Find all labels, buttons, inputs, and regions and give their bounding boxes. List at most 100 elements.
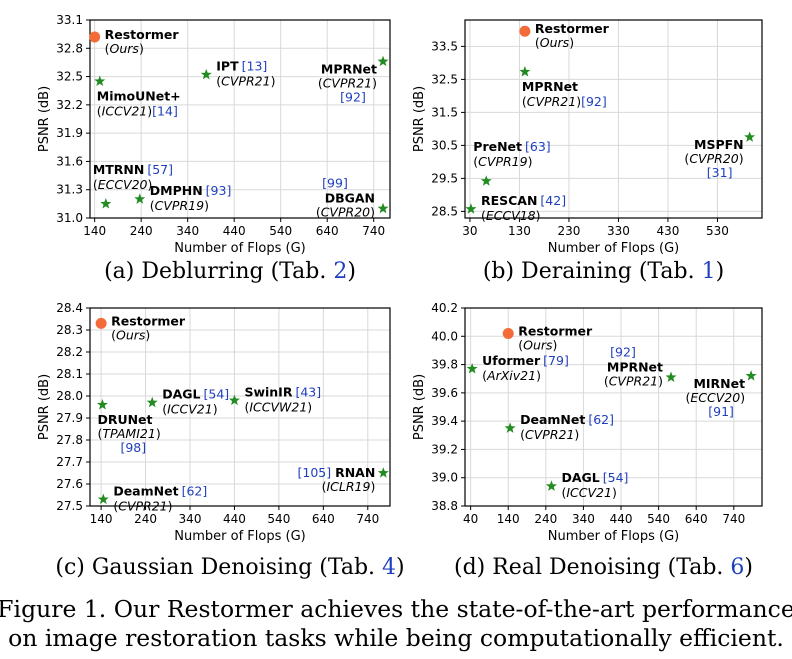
caption-prefix: (b) Deraining (Tab.: [483, 259, 702, 284]
paren: ): [271, 74, 276, 89]
x-tick-label: 130: [508, 224, 531, 238]
y-tick-label: 39.6: [431, 386, 458, 400]
point-label-restormer: Restormer(Ours): [111, 313, 186, 342]
point-label-mprnet: [92]MPRNet(CVPR21): [604, 344, 663, 388]
figure-caption-line-1: Figure 1. Our Restormer achieves the sta…: [0, 595, 792, 623]
x-tick-label: 40: [463, 512, 478, 526]
venue: ECCV18: [486, 208, 536, 223]
ours-point: [89, 31, 101, 43]
venue: CVPR21: [118, 498, 167, 513]
paren: ): [372, 75, 377, 90]
y-tick-label: 39.0: [431, 471, 458, 485]
y-tick-label: 40.2: [431, 301, 458, 315]
method-point: [200, 68, 212, 80]
point-cite: [62]: [182, 483, 208, 498]
point-label-mtrnn: MTRNN [57](ECCV20): [93, 162, 173, 192]
method-name: DAGL: [162, 387, 200, 402]
y-tick-label: 28.5: [431, 204, 458, 218]
y-tick-label: 28.4: [56, 301, 83, 315]
x-tick-label: 140: [497, 512, 520, 526]
caption-prefix: (a) Deblurring (Tab.: [104, 259, 333, 284]
point-name: SwinIR [43]: [244, 384, 321, 399]
method-point: [377, 202, 389, 214]
method-point: [96, 399, 108, 410]
subplot-caption: (d) Real Denoising (Tab. 6): [454, 555, 753, 580]
paren: (: [561, 485, 566, 500]
point-label-dagl: DAGL [54](ICCV21): [561, 470, 628, 500]
y-tick-label: 30.5: [431, 138, 458, 152]
point-venue: (ECCV20): [686, 390, 746, 405]
y-tick-label: 27.8: [56, 433, 83, 447]
x-tick-label: 230: [557, 224, 580, 238]
paren: (: [97, 426, 102, 441]
method-point: [504, 422, 516, 433]
point-label-mirnet: MIRNet(ECCV20)[91]: [686, 376, 746, 419]
point-name: Uformer [79]: [482, 353, 569, 368]
point-name: IPT [13]: [216, 59, 267, 74]
venue: CVPR19: [478, 154, 527, 169]
paren: (: [482, 368, 487, 383]
point-name: DAGL [54]: [162, 387, 229, 402]
y-axis-label: PSNR (dB): [412, 374, 427, 440]
x-tick-label: 740: [356, 512, 379, 526]
paren: (: [535, 35, 540, 50]
method-point: [519, 66, 531, 77]
venue: Ours: [110, 41, 140, 56]
point-cite: [91]: [708, 404, 734, 419]
y-tick-label: 28.0: [56, 389, 83, 403]
venue: ICLR19: [326, 479, 370, 494]
venue: Ours: [116, 327, 146, 342]
paren: (: [518, 337, 523, 352]
x-tick-label: 340: [176, 224, 199, 238]
point-name: DeamNet [62]: [113, 483, 207, 498]
venue: CVPR21: [609, 373, 658, 388]
point-venue: (CVPR21)[92]: [522, 94, 607, 109]
x-tick-label: 240: [534, 512, 557, 526]
plot-frame: [464, 307, 763, 507]
caption-table-ref: 4: [382, 555, 396, 580]
point-label-prenet: PreNet [63](CVPR19): [473, 139, 550, 169]
point-cite: [54]: [603, 470, 629, 485]
paren: ): [148, 177, 153, 192]
paren: (: [520, 427, 525, 442]
method-point: [377, 55, 389, 67]
paren: ): [307, 399, 312, 414]
paren: ): [139, 41, 144, 56]
point-cite: [99]: [322, 176, 348, 191]
point-label-rescan: RESCAN [42](ECCV18): [481, 193, 566, 223]
paren: (: [105, 41, 110, 56]
point-name: MimoUNet+: [97, 88, 181, 103]
point-label-rnan: [105] RNAN(ICLR19): [298, 465, 376, 494]
paren: ): [156, 426, 161, 441]
caption-table-ref: 6: [730, 555, 744, 580]
caption-table-ref: 2: [333, 259, 347, 284]
paren: ): [658, 373, 663, 388]
point-cite: [42]: [540, 193, 566, 208]
point-name: DeamNet [62]: [520, 412, 614, 427]
plot-frame: [89, 307, 391, 507]
point-label-dmphn: DMPHN [93](CVPR19): [150, 183, 232, 213]
venue: ICCV21: [102, 103, 148, 118]
venue: ICCV21: [167, 402, 213, 417]
point-label-deamnet: DeamNet [62] (CVPR21): [113, 483, 207, 513]
method-point: [377, 467, 389, 478]
point-cite: [93]: [206, 183, 232, 198]
point-venue: (Ours): [535, 35, 574, 50]
point-label-swinir: SwinIR [43](ICCVW21): [244, 384, 321, 414]
y-tick-label: 39.2: [431, 442, 458, 456]
point-venue: (CVPR21): [520, 427, 579, 442]
venue: CVPR21: [221, 74, 270, 89]
method-point: [545, 480, 557, 491]
point-cite: [14]: [152, 103, 178, 118]
paren: ): [145, 327, 150, 342]
x-tick-label: 640: [685, 512, 708, 526]
point-name: MIRNet: [693, 376, 745, 391]
method-point: [744, 131, 756, 142]
method-name: DMPHN: [150, 183, 203, 198]
point-venue: (CVPR21): [113, 498, 172, 513]
point-label-uformer: Uformer [79](ArXiv21): [482, 353, 569, 383]
point-name: RESCAN [42]: [481, 193, 566, 208]
method-name: MTRNN: [93, 162, 145, 177]
point-venue: (CVPR21): [216, 74, 275, 89]
y-tick-label: 33.5: [431, 39, 458, 53]
